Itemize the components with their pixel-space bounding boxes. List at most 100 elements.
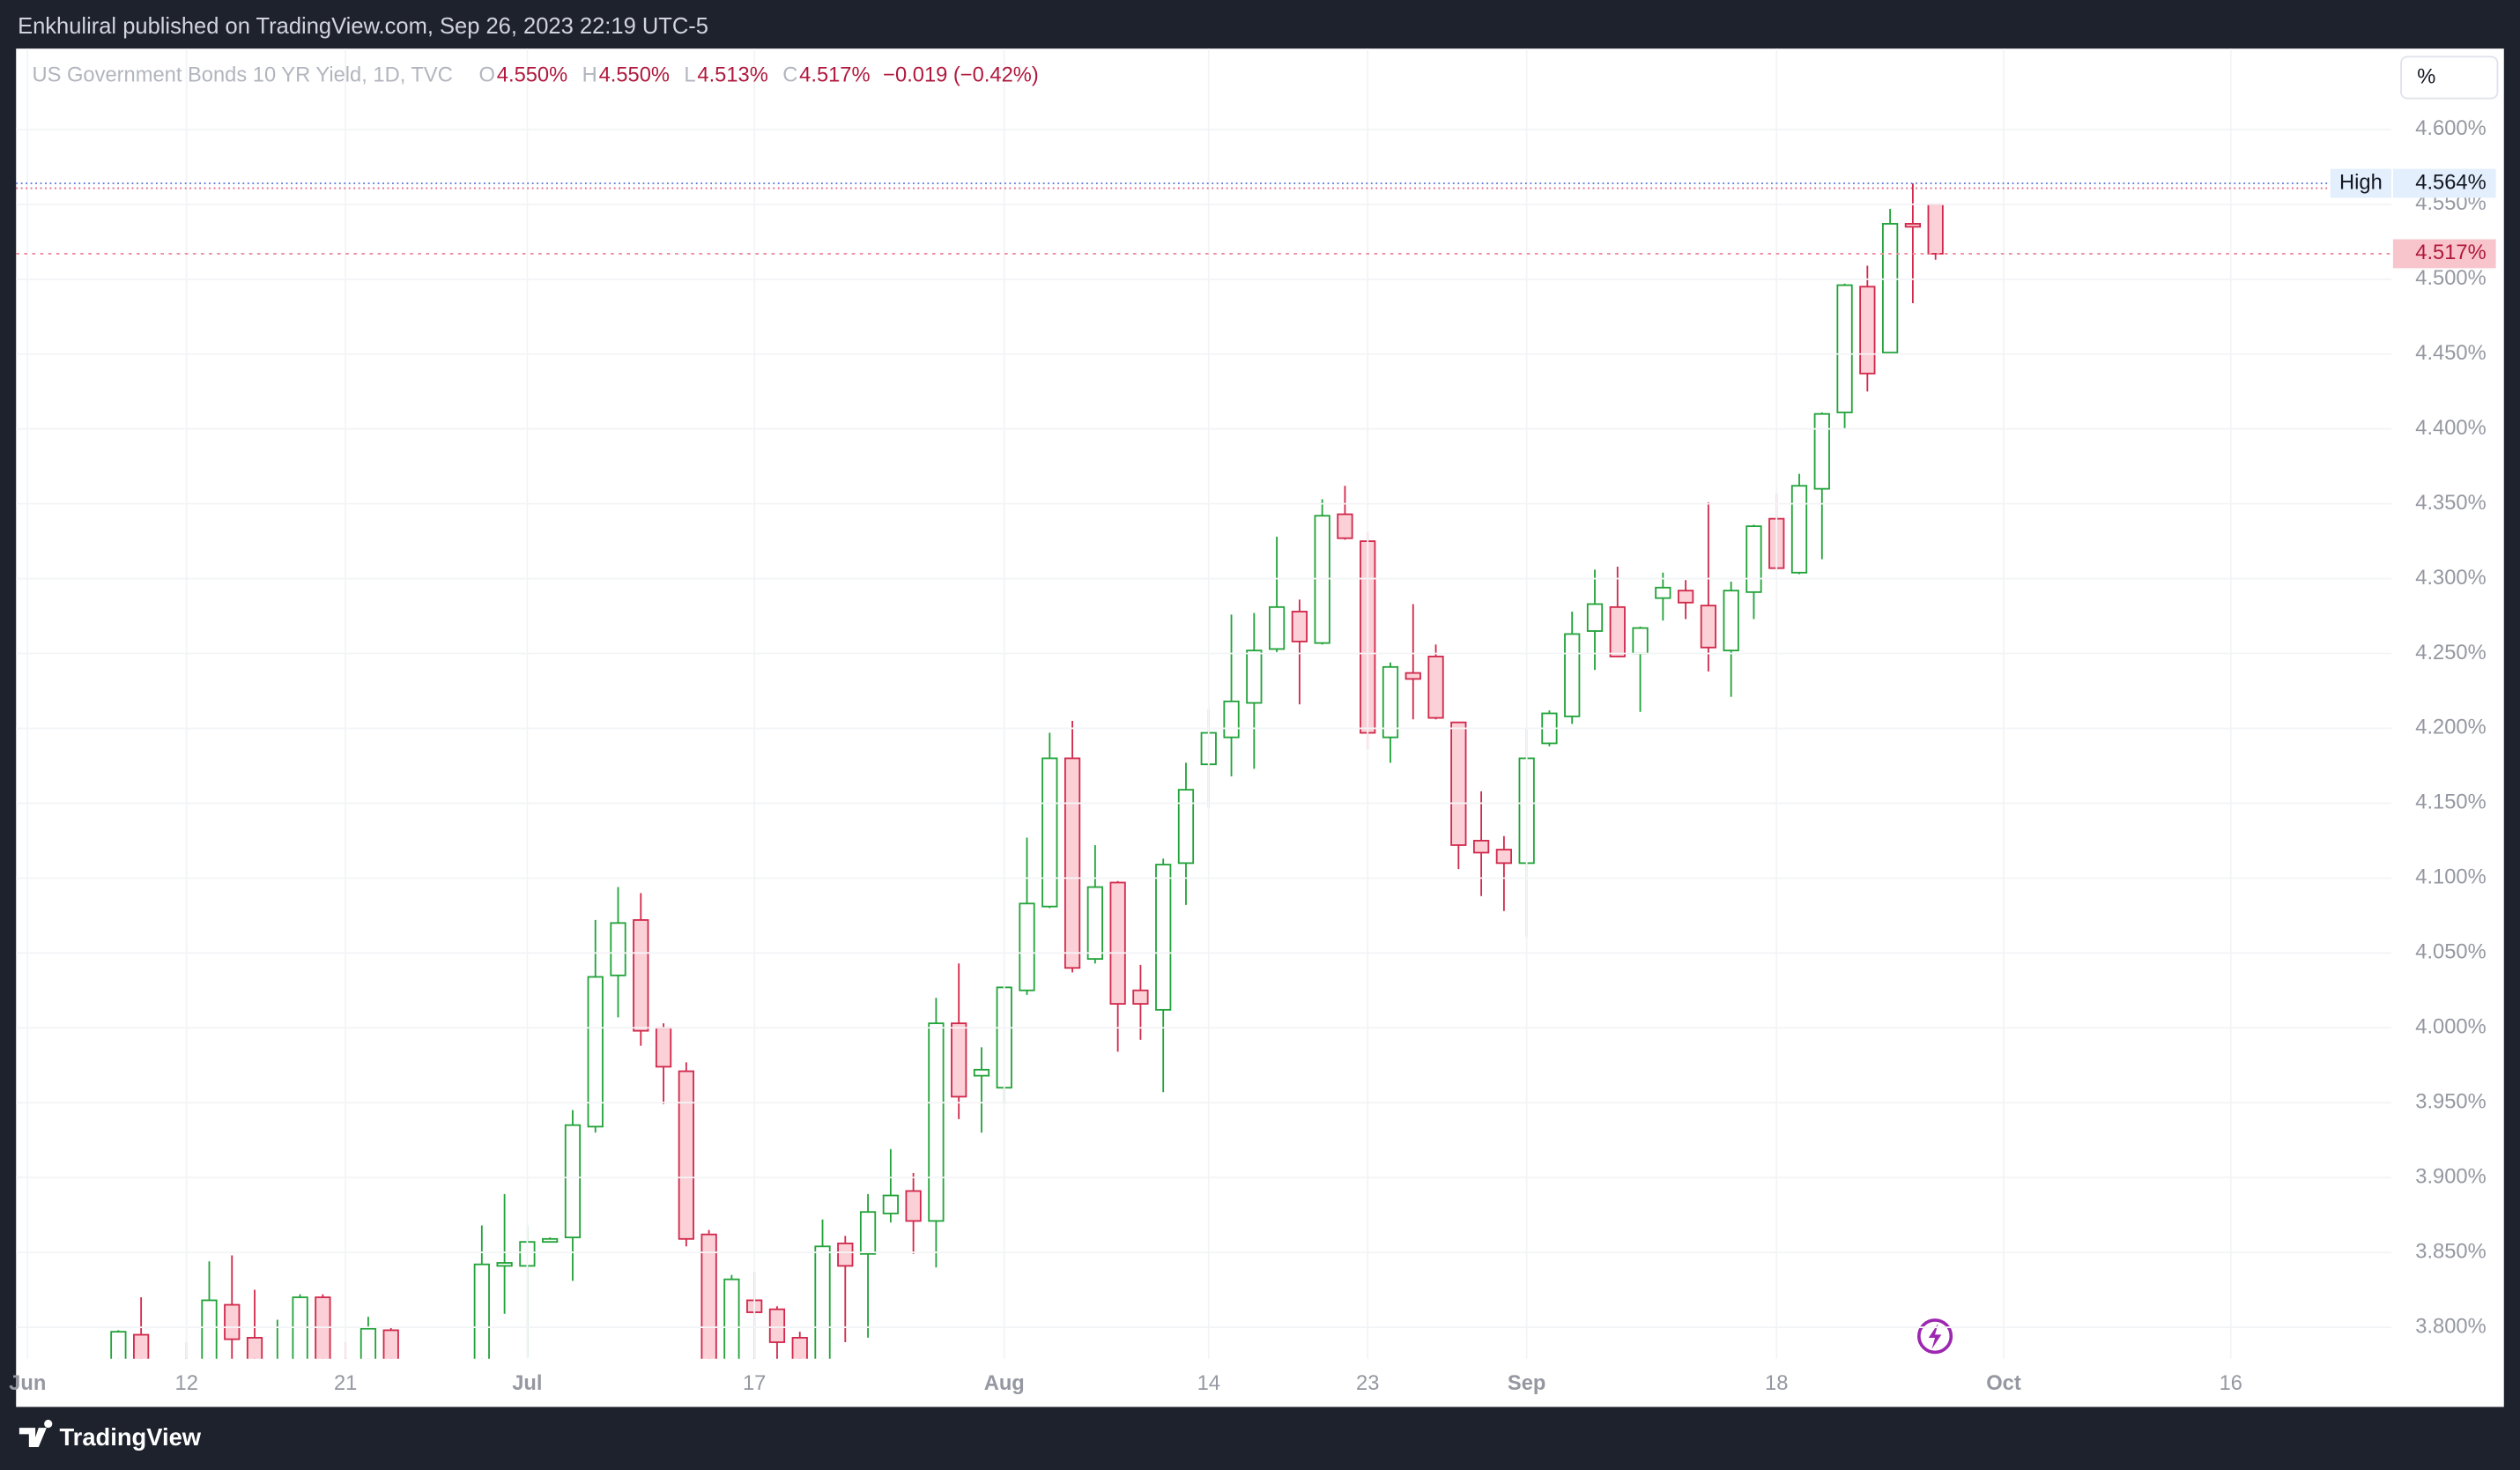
- icon-bolt[interactable]: [1928, 1323, 1942, 1349]
- y-tick-label: 3.800%: [2415, 1315, 2486, 1338]
- y-tick-label: 4.300%: [2415, 567, 2486, 590]
- legend-value: 4.517%: [799, 63, 870, 86]
- brand-name: TradingView: [59, 1423, 201, 1451]
- x-tick-label: Jun: [9, 1372, 46, 1395]
- candle-body: [723, 1278, 740, 1359]
- candle-body: [768, 1308, 786, 1343]
- icon-ring[interactable]: [1917, 1318, 1953, 1355]
- candle-body: [1609, 605, 1626, 657]
- candle-body: [1223, 700, 1240, 739]
- candle-body: [928, 1022, 945, 1222]
- candle-body: [382, 1329, 399, 1359]
- candle-body: [633, 919, 649, 1032]
- candle-body: [1177, 789, 1195, 865]
- x-tick-label: 23: [1356, 1372, 1379, 1395]
- unit-button-label[interactable]: %: [2417, 65, 2435, 88]
- candle-body: [1745, 525, 1762, 593]
- high-value-box: [2392, 168, 2496, 198]
- candle-body: [1836, 284, 1853, 413]
- candle-body: [814, 1245, 831, 1359]
- y-tick-label: 4.150%: [2415, 791, 2486, 814]
- brand: TradingView: [19, 1420, 202, 1451]
- candle-body: [1677, 590, 1694, 604]
- candle-body: [1859, 286, 1876, 375]
- unit-button[interactable]: [2400, 56, 2499, 100]
- candle-body: [246, 1337, 263, 1359]
- candle-body: [1904, 223, 1922, 228]
- candle-body: [1109, 881, 1126, 1005]
- y-tick-label: 3.850%: [2415, 1240, 2486, 1263]
- candle-body: [201, 1299, 218, 1359]
- legend-key: H: [582, 63, 597, 86]
- candle-body: [1405, 672, 1421, 680]
- y-tick-label: 4.500%: [2415, 267, 2486, 290]
- candle-body: [1450, 721, 1467, 846]
- candle-body: [110, 1331, 127, 1359]
- legend-change: −0.019 (−0.42%): [883, 63, 1039, 86]
- candle-body: [951, 1022, 967, 1098]
- candle-body: [496, 1262, 513, 1267]
- high-label: High: [2339, 171, 2383, 194]
- candle-body: [905, 1190, 922, 1222]
- candle-body: [1246, 650, 1263, 704]
- candle-body: [1132, 989, 1149, 1005]
- candle-body: [1927, 203, 1944, 255]
- candle-body: [224, 1303, 241, 1340]
- y-tick-label: 4.000%: [2415, 1016, 2486, 1039]
- x-tick-label: 16: [2220, 1372, 2242, 1395]
- x-tick-label: Aug: [984, 1372, 1025, 1395]
- y-tick-label: 4.050%: [2415, 941, 2486, 964]
- candle-body: [1427, 656, 1444, 719]
- legend-value: 4.550%: [497, 63, 567, 86]
- candle-body: [473, 1263, 490, 1359]
- candle-body: [1700, 605, 1717, 649]
- y-tick-label: 3.950%: [2415, 1090, 2486, 1113]
- y-tick-label: 4.200%: [2415, 716, 2486, 739]
- candle-body: [1813, 412, 1830, 490]
- x-tick-label: Sep: [1508, 1372, 1545, 1395]
- high-value: 4.564%: [2415, 171, 2486, 194]
- y-tick-label: 4.100%: [2415, 866, 2486, 889]
- candle-body: [542, 1237, 559, 1244]
- legend-key: C: [782, 63, 797, 86]
- candle-body: [1382, 665, 1399, 739]
- y-tick-label: 4.450%: [2415, 342, 2486, 365]
- candle-body: [1041, 757, 1058, 908]
- x-tick-label: Oct: [1986, 1372, 2021, 1395]
- legend-key: L: [684, 63, 695, 86]
- x-tick-label: Jul: [512, 1372, 542, 1395]
- y-tick-label: 4.250%: [2415, 642, 2486, 664]
- candle-body: [1086, 886, 1103, 961]
- candle-body: [837, 1242, 854, 1267]
- candle-body: [655, 1027, 672, 1068]
- legend-key: O: [479, 63, 495, 86]
- candle-body: [1882, 223, 1899, 353]
- x-tick-label: 17: [743, 1372, 766, 1395]
- candle-body: [1655, 586, 1671, 599]
- candle-body: [678, 1070, 694, 1240]
- x-tick-label: 18: [1765, 1372, 1788, 1395]
- y-tick-label: 3.900%: [2415, 1165, 2486, 1188]
- candle-body: [1586, 603, 1604, 632]
- legend-value: 4.550%: [599, 63, 670, 86]
- candle-body: [973, 1068, 990, 1077]
- candle-body: [1472, 839, 1490, 854]
- candle-body: [1790, 485, 1808, 574]
- candle-body: [564, 1124, 582, 1239]
- y-tick-label: 4.350%: [2415, 492, 2486, 515]
- candle-body: [1019, 902, 1035, 991]
- candle-body: [791, 1337, 808, 1359]
- candle-body: [859, 1211, 877, 1255]
- candle-body: [1723, 590, 1739, 652]
- candle-body: [1495, 849, 1512, 865]
- candle-body: [359, 1327, 377, 1359]
- y-tick-label: 4.600%: [2415, 117, 2486, 140]
- lightning-icon[interactable]: [1917, 1318, 1953, 1355]
- candle-body: [1337, 513, 1353, 539]
- candle-body: [1632, 627, 1649, 655]
- candle-body: [1291, 611, 1308, 642]
- x-tick-label: 12: [175, 1372, 198, 1395]
- candle-body: [1564, 633, 1581, 717]
- candle-body: [1064, 757, 1081, 969]
- publisher-line: Enkhuliral published on TradingView.com,…: [18, 14, 708, 39]
